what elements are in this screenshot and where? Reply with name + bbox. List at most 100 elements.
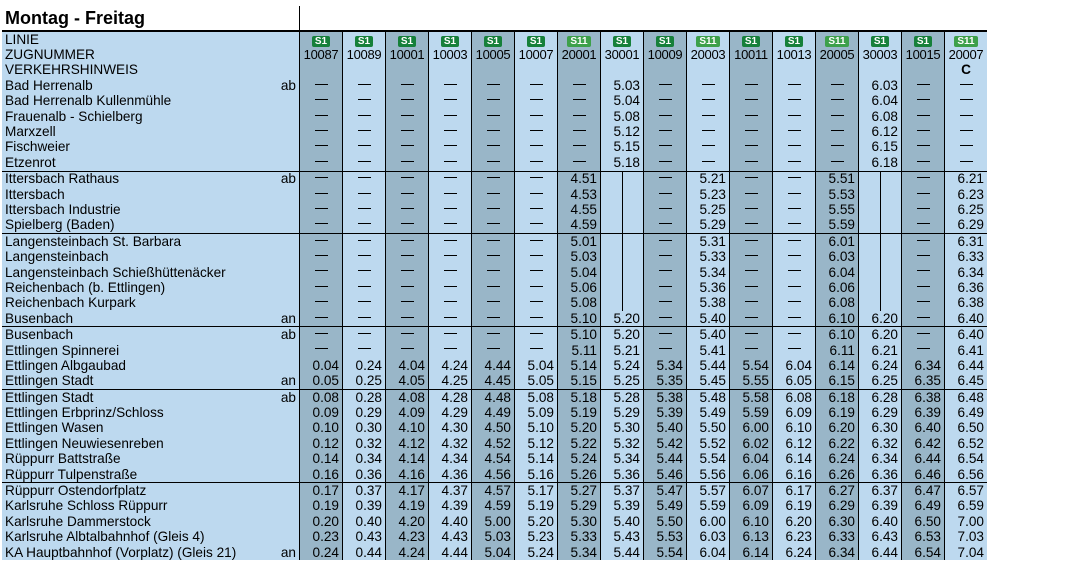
dash-mark [744, 255, 758, 257]
time-cell: 5.04 [471, 544, 515, 561]
time-cell: 5.14 [557, 358, 601, 374]
time-cell: 4.04 [385, 358, 429, 374]
dash-mark [529, 160, 543, 162]
time-cell: 6.01 [815, 233, 859, 250]
dash-mark [443, 316, 457, 318]
dash-mark [701, 145, 715, 147]
dash-mark [916, 239, 930, 241]
time-cell: 5.57 [686, 482, 730, 499]
dash-mark [443, 83, 457, 85]
no-service-dash [385, 280, 429, 296]
time-cell: 6.36 [944, 280, 987, 296]
no-service-dash [299, 217, 343, 234]
dash-mark [787, 177, 801, 179]
time-cell: 6.24 [858, 358, 902, 374]
dash-mark [400, 255, 414, 257]
time-cell: 6.24 [815, 451, 859, 467]
station-name: Langensteinbach Schießhüttenäcker [2, 264, 258, 281]
no-service-dash [901, 264, 945, 281]
time-cell: 6.26 [815, 466, 859, 483]
no-service-dash [772, 249, 816, 265]
time-cell: 6.57 [944, 482, 987, 499]
no-service-dash [944, 93, 987, 109]
dash-mark [357, 177, 371, 179]
table-row: Langensteinbach 5.03 5.33 6.03 6.33 [2, 249, 987, 265]
arrival-departure-mark [258, 451, 300, 467]
no-service-dash [299, 93, 343, 109]
no-service-dash [342, 124, 386, 140]
no-service-dash [428, 233, 472, 250]
station-name: Langensteinbach St. Barbara [2, 233, 258, 250]
pass-through-line [600, 170, 644, 187]
dash-mark [830, 145, 844, 147]
time-cell: 5.34 [600, 451, 644, 467]
no-service-dash [514, 295, 558, 312]
table-row: Marxzell 5.12 6.12 [2, 124, 987, 140]
dash-mark [357, 192, 371, 194]
dash-mark [916, 177, 930, 179]
no-service-dash [514, 108, 558, 125]
time-cell: 6.48 [944, 388, 987, 406]
dash-mark [314, 99, 328, 101]
time-cell: 5.43 [600, 529, 644, 545]
time-cell: 4.12 [385, 436, 429, 452]
dash-mark [744, 129, 758, 131]
dash-mark [400, 301, 414, 303]
time-cell: 5.10 [514, 420, 558, 437]
time-cell: 6.32 [858, 436, 902, 452]
dash-mark [787, 114, 801, 116]
no-service-dash [342, 78, 386, 94]
time-cell: 5.44 [686, 358, 730, 374]
no-service-dash [299, 155, 343, 172]
no-service-dash [471, 280, 515, 296]
table-row: Ettlingen Neuwiesenreben 0.12 0.32 4.12 4.32… [2, 436, 987, 452]
line-badge: S1 [655, 35, 675, 47]
dash-mark [959, 99, 973, 101]
no-service-dash [643, 326, 687, 343]
time-cell: 5.29 [557, 498, 601, 515]
dash-mark [314, 255, 328, 257]
dash-mark [314, 285, 328, 287]
table-row: Ettlingen Wasen 0.10 0.30 4.10 4.30 4.50 5.10 5… [2, 420, 987, 437]
time-cell: 6.29 [858, 405, 902, 421]
time-cell: 6.19 [772, 498, 816, 515]
column-header [471, 62, 515, 79]
dash-mark [443, 160, 457, 162]
no-service-dash [729, 326, 773, 343]
no-service-dash [557, 78, 601, 94]
time-cell: 5.10 [557, 326, 601, 343]
no-service-dash [342, 342, 386, 359]
dash-mark [959, 83, 973, 85]
pass-through-line [858, 264, 902, 281]
time-cell: 6.23 [772, 529, 816, 545]
dash-mark [314, 223, 328, 225]
time-cell: 5.47 [643, 482, 687, 499]
no-service-dash [901, 233, 945, 250]
time-cell: 5.54 [686, 451, 730, 467]
dash-mark [357, 316, 371, 318]
time-cell: 6.30 [858, 420, 902, 437]
time-cell: 6.03 [815, 249, 859, 265]
arrival-departure-mark [258, 264, 300, 281]
column-header: 10011 [729, 47, 773, 63]
time-cell: 4.52 [471, 436, 515, 452]
pass-through-line [858, 217, 902, 234]
column-header: 20005 [815, 47, 859, 63]
column-header: S1 [385, 31, 429, 48]
dash-mark [916, 348, 930, 350]
no-service-dash [772, 202, 816, 218]
time-cell: 0.09 [299, 405, 343, 421]
no-service-dash [901, 170, 945, 187]
pass-through-line [600, 280, 644, 296]
time-cell: 5.58 [729, 388, 773, 406]
time-cell: 6.14 [815, 358, 859, 374]
arrival-departure-mark: an [258, 544, 300, 561]
time-cell: 6.20 [772, 514, 816, 530]
no-service-dash [643, 202, 687, 218]
no-service-dash [944, 124, 987, 140]
column-header: 20001 [557, 47, 601, 63]
time-cell: 6.06 [729, 466, 773, 483]
station-name: Bad Herrenalb [2, 78, 258, 94]
no-service-dash [772, 217, 816, 234]
arrival-departure-mark [258, 498, 300, 515]
